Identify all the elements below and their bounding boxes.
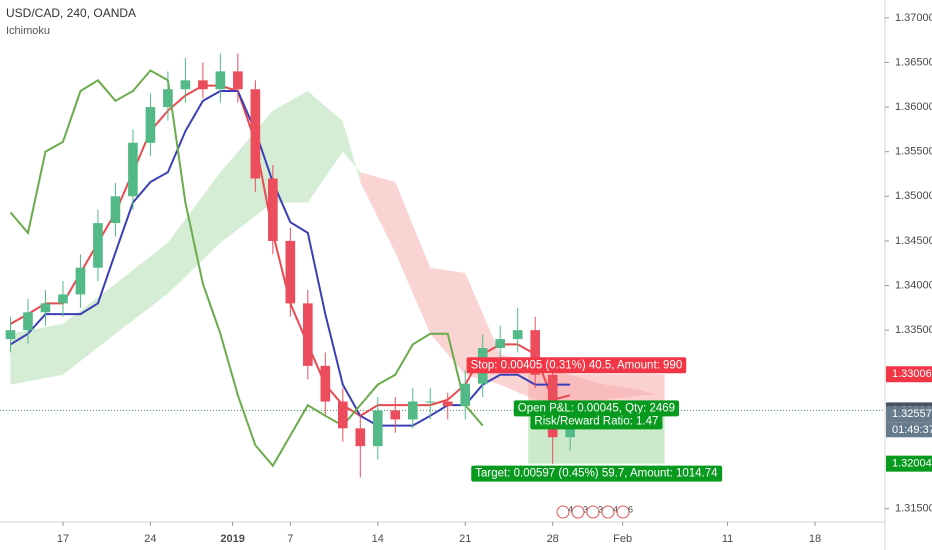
ichimoku-line (9, 69, 484, 468)
cloud-segment (307, 91, 343, 203)
candle-body (460, 383, 471, 406)
rr-label: Risk/Reward Ratio: 1.47 (534, 415, 658, 427)
candle-body (5, 330, 16, 340)
candle-body (407, 401, 418, 420)
candle-body (198, 80, 208, 90)
cloud-segment (62, 283, 116, 375)
target-label-bg (471, 465, 723, 482)
candle-body (530, 330, 541, 375)
y-tick-label: 1.34500 (895, 235, 932, 247)
x-tick-label: 24 (144, 533, 156, 545)
candle-body (285, 240, 296, 304)
candle-body (145, 107, 156, 143)
candle-body (390, 410, 401, 420)
event-icon (556, 505, 570, 519)
event-count: 3 (583, 504, 588, 514)
candle-body (337, 401, 348, 429)
candle-body (425, 401, 436, 403)
cloud-segment (342, 121, 361, 183)
candle-body (128, 142, 138, 197)
candle-body (442, 401, 453, 406)
y-tick-label: 1.34000 (895, 279, 932, 291)
event-count: 6 (628, 504, 633, 514)
candle-body (250, 89, 261, 179)
candle-body (303, 303, 313, 366)
candle-body (372, 410, 383, 447)
event-count: 3 (598, 504, 603, 514)
event-icon (571, 505, 585, 519)
y-tick-label: 1.36500 (895, 56, 932, 68)
event-count: 4 (613, 504, 618, 514)
price-label-bg (886, 366, 932, 383)
cloud-segment (430, 267, 466, 375)
x-tick-label: Feb (613, 533, 632, 545)
candle-body (40, 303, 51, 313)
cloud-segment (395, 182, 431, 334)
y-tick-label: 1.35500 (895, 146, 932, 158)
candle-body (93, 223, 103, 268)
indicator-name: Ichimoku (6, 25, 50, 37)
x-tick-label: 7 (287, 533, 293, 545)
pnl-label-bg (513, 400, 680, 417)
price-label: 1.32557 (892, 408, 932, 420)
y-tick-label: 1.37000 (895, 12, 932, 24)
x-tick-label: 17 (57, 533, 69, 545)
cloud-segment (465, 273, 501, 385)
stop-label: Stop: 0.00405 (0.31%) 40.5, Amount: 990 (471, 359, 683, 371)
chart-title: USD/CAD, 240, OANDA (6, 6, 136, 20)
stop-label-bg (466, 357, 687, 374)
candle-body (163, 89, 173, 108)
cloud-segment (167, 172, 221, 294)
target-label: Target: 0.00597 (0.45%) 59.7, Amount: 10… (475, 468, 718, 480)
cloud-segment (360, 172, 396, 253)
candle-body (320, 365, 331, 402)
cloud-segment (10, 323, 63, 385)
candle-body (180, 80, 191, 90)
cloud-segment (272, 91, 308, 203)
candle-body (23, 312, 33, 331)
countdown-bg (886, 422, 932, 438)
x-tick-label: 28 (547, 533, 559, 545)
x-tick-label: 14 (372, 533, 384, 545)
price-label-bg (886, 455, 932, 472)
x-tick-label: 21 (459, 533, 471, 545)
candle-body (268, 178, 278, 241)
candle-body (215, 71, 226, 90)
y-tick-label: 1.31500 (895, 503, 932, 515)
candle-body (512, 330, 523, 340)
candle-body (75, 267, 86, 295)
price-label-bg (886, 406, 932, 423)
price-label: 1.32004 (892, 458, 932, 470)
y-tick-label: 1.33500 (895, 324, 932, 336)
candle-body (233, 71, 243, 90)
candle-body (355, 428, 366, 447)
event-icon (586, 505, 600, 519)
countdown: 01:49:37 (892, 424, 932, 436)
event-icon (601, 505, 615, 519)
pnl-label: Open P&L: 0.00045, Qty: 2469 (518, 402, 675, 414)
event-icon (616, 505, 630, 519)
y-tick-label: 1.35000 (895, 190, 932, 202)
x-tick-label: 2019 (220, 533, 244, 545)
candle-body (110, 196, 121, 224)
x-tick-label: 18 (809, 533, 821, 545)
cloud-segment (115, 242, 168, 334)
rr-label-bg (530, 413, 663, 430)
candle-body (58, 294, 68, 304)
price-label: 1.33006 (892, 368, 932, 380)
ichimoku-line (9, 90, 571, 427)
event-count: 4 (568, 504, 573, 514)
y-tick-label: 1.36000 (895, 101, 932, 113)
x-tick-label: 11 (722, 533, 733, 545)
candle-body (495, 339, 506, 348)
